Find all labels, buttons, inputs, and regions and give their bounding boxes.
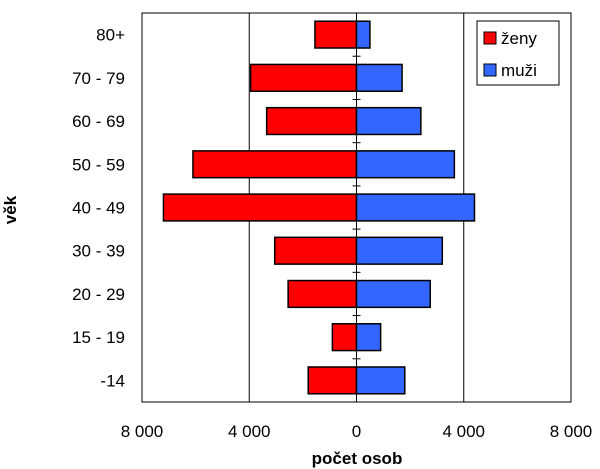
bar-zeny-7 [331, 323, 358, 352]
bar-muzi-2 [355, 106, 422, 136]
x-tick-label: 8 000 [550, 422, 593, 441]
bar-zeny-8 [307, 366, 358, 395]
x-tick-labels: 8 000 4 000 0 4 000 8 000 [121, 422, 593, 441]
legend: ženy muži [476, 20, 560, 86]
bar-muzi-1 [355, 63, 403, 92]
y-tick-label: 15 - 19 [72, 328, 125, 347]
bar-muzi-6 [355, 279, 431, 309]
y-tick-label: 50 - 59 [72, 155, 125, 174]
bar-zeny-1 [249, 63, 358, 92]
y-tick-label: -14 [100, 371, 125, 390]
x-axis-title: počet osob [312, 449, 403, 468]
legend-swatch-zeny [483, 31, 497, 45]
y-tick-label: 30 - 39 [72, 242, 125, 261]
legend-label-muzi: muži [501, 61, 537, 80]
y-tick-label: 20 - 29 [72, 285, 125, 304]
bar-muzi-7 [355, 323, 382, 352]
x-tick-label: 8 000 [121, 422, 164, 441]
y-tick-label: 70 - 79 [72, 69, 125, 88]
x-tick-label: 4 000 [228, 422, 271, 441]
plot-area-border [141, 12, 572, 403]
bar-zeny-2 [265, 106, 358, 136]
bar-muzi-4 [355, 193, 476, 222]
bar-muzi-0 [355, 20, 371, 49]
x-tick-label: 0 [352, 422, 361, 441]
legend-label-zeny: ženy [501, 29, 537, 48]
x-tick-label: 4 000 [442, 422, 485, 441]
bar-zeny-5 [273, 236, 358, 265]
y-tick-labels: 80+ 70 - 79 60 - 69 50 - 59 40 - 49 30 - 39 20… [72, 26, 125, 391]
y-tick-label: 80+ [96, 26, 125, 45]
bar-zeny-3 [192, 150, 358, 179]
bar-muzi-5 [355, 236, 444, 265]
bar-muzi-8 [355, 366, 406, 395]
bar-zeny-0 [314, 20, 358, 49]
bars [162, 12, 476, 403]
y-tick-label: 40 - 49 [72, 199, 125, 218]
bar-zeny-6 [287, 279, 358, 309]
y-axis-title: věk [1, 195, 20, 224]
legend-swatch-muzi [483, 63, 497, 77]
y-tick-label: 60 - 69 [72, 112, 125, 131]
bar-zeny-4 [162, 193, 358, 222]
bar-muzi-3 [355, 150, 456, 179]
